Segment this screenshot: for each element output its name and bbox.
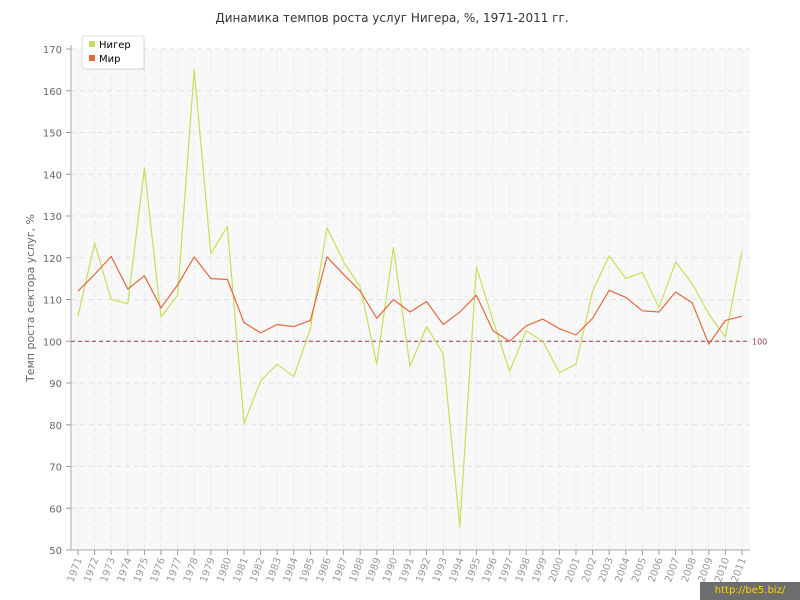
series-lines [77,69,743,528]
legend-marker [89,55,95,61]
legend-box [81,35,145,70]
y-tick-label: 60 [49,504,62,515]
legend-label: Нигер [99,40,131,51]
grid-lines [71,48,750,550]
y-tick-label: 80 [49,421,62,432]
legend-label: Мир [99,54,120,65]
axes [66,45,750,555]
y-tick-label: 50 [49,546,62,557]
y-tick-label: 100 [43,337,62,348]
chart-title: Динамика темпов роста услуг Нигера, %, 1… [215,11,568,25]
y-tick-label: 120 [43,254,62,265]
legend: Нигер Мир [81,35,145,70]
watermark-link[interactable]: http://be5.biz/ [700,582,800,600]
y-tick-label: 160 [43,87,62,98]
reference-line-label: 100 [752,337,767,346]
y-axis-ticks: 50 60 70 80 90 100 110 120 130 140 150 160 170 [43,45,62,557]
legend-marker [89,41,95,47]
reference-line-group: 100 [71,337,767,346]
series-line-world [77,255,743,345]
y-tick-label: 110 [43,296,62,307]
y-tick-label: 70 [49,463,62,474]
series-line-niger [77,69,743,528]
y-axis-label: Темп роста сектора услуг, % [24,214,37,383]
y-tick-label: 130 [43,212,62,223]
y-tick-label: 140 [43,170,62,181]
y-tick-label: 170 [43,45,62,56]
y-tick-label: 150 [43,129,62,140]
y-tick-label: 90 [49,379,62,390]
